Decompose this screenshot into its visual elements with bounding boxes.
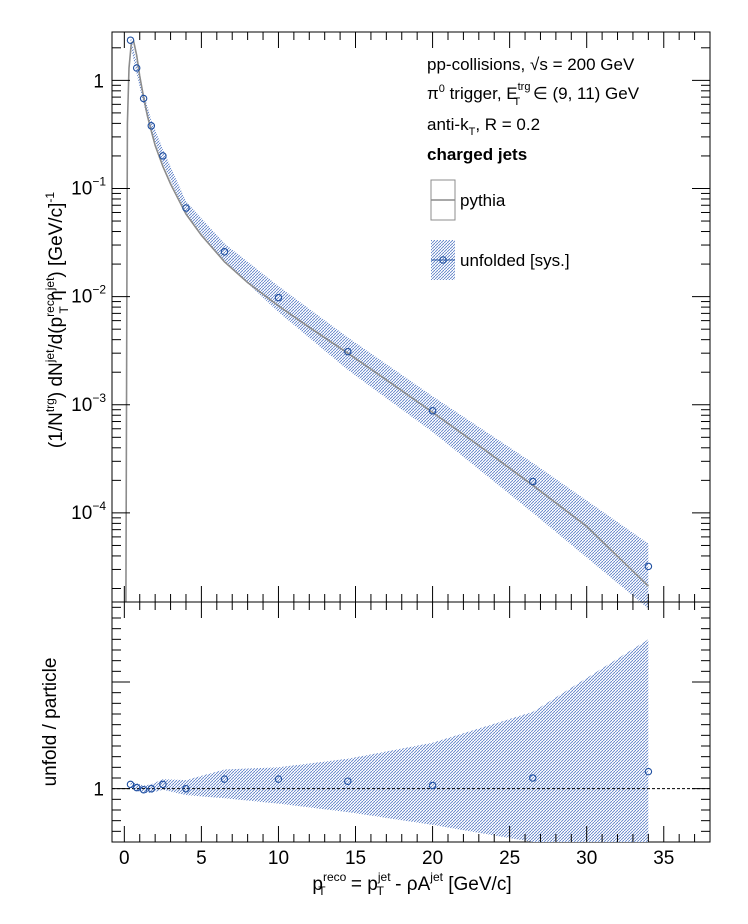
- y-tick-label: 10−4: [71, 499, 106, 524]
- annotation-line4: charged jets: [427, 145, 527, 164]
- x-tick-label: 35: [653, 848, 674, 869]
- annotation-line3: anti-kT, R = 0.2: [427, 115, 540, 138]
- x-tick-label: 20: [422, 848, 443, 869]
- unfolded-sys-band: [130, 35, 649, 609]
- unfolded-point: [139, 94, 148, 103]
- unfolded-point: [344, 347, 352, 356]
- top-y-tick-labels: 1 10−1 10−2 10−3 10−4: [71, 71, 106, 524]
- legend-unfolded-label: unfolded [sys.]: [460, 251, 570, 270]
- x-axis-label: preco T = pjet T - ρAjet [GeV/c]: [312, 870, 511, 898]
- x-tick-label: 10: [268, 848, 289, 869]
- bottom-panel: 0 5 10 15 20 25 30 35 1 unfold / particle preco…: [40, 601, 711, 898]
- ratio-point: [274, 775, 283, 783]
- ratio-point: [182, 784, 190, 793]
- unfolded-point: [529, 477, 537, 486]
- unfolded-point: [147, 122, 156, 130]
- bottom-points: [126, 767, 653, 794]
- unfolded-point: [159, 152, 167, 160]
- ratio-point: [428, 781, 437, 790]
- unfolded-point: [220, 248, 229, 256]
- bottom-y-tick-labels: 1: [93, 780, 104, 801]
- y-axis-label-bottom: unfold / particle: [40, 658, 61, 787]
- ratio-point: [344, 777, 352, 785]
- bottom-sys-band: [130, 639, 649, 842]
- y-tick-label: 10−1: [71, 174, 106, 199]
- annotation-line1: pp-collisions, √s = 200 GeV: [427, 55, 635, 74]
- legend-pythia-label: pythia: [460, 191, 506, 210]
- top-sys-band: [130, 35, 649, 609]
- x-tick-labels: 0 5 10 15 20 25 30 35: [119, 848, 674, 869]
- ratio-point: [132, 783, 141, 792]
- top-panel: 1 10−1 10−2 10−3 10−4 (1/Ntrg) dNjet/d(preco…: [43, 31, 711, 609]
- ratio-sys-band: [130, 639, 649, 842]
- x-tick-label: 30: [576, 848, 597, 869]
- top-points: [126, 36, 653, 571]
- unfolded-point: [274, 293, 283, 302]
- x-tick-label: 0: [119, 848, 130, 869]
- ratio-point: [644, 767, 653, 776]
- legend-unfolded-marker: [439, 256, 447, 264]
- ratio-point: [147, 784, 156, 793]
- y-tick-label: 1: [93, 71, 104, 92]
- y-tick-label: 10−2: [71, 283, 106, 308]
- bottom-ticks: [112, 602, 710, 843]
- unfolded-point: [126, 36, 135, 44]
- top-frame: [111, 31, 711, 603]
- pythia-line: [125, 39, 649, 603]
- unfolded-point: [428, 407, 437, 415]
- x-tick-label: 25: [499, 848, 520, 869]
- top-series-lines: [125, 39, 649, 603]
- bottom-frame: [111, 601, 711, 843]
- annotation-block: pp-collisions, √s = 200 GeV π0 trigger, …: [427, 55, 640, 164]
- ratio-point: [139, 785, 148, 794]
- unfolded-point: [644, 562, 653, 571]
- legend: pythia unfolded [sys.]: [430, 179, 570, 280]
- ratio-point: [159, 780, 167, 789]
- unfolded-point: [182, 204, 190, 212]
- y-tick-label: 10−3: [71, 391, 106, 416]
- x-tick-label: 5: [196, 848, 207, 869]
- x-tick-label: 15: [345, 848, 366, 869]
- top-ticks: [112, 32, 710, 602]
- annotation-line2: π0 trigger, Etrg T ∈ (9, 11) GeV: [427, 81, 640, 108]
- ratio-point: [529, 774, 537, 782]
- y-tick-label: 1: [93, 780, 104, 801]
- ratio-point: [220, 775, 229, 783]
- ratio-point: [126, 780, 135, 789]
- y-axis-label-top: (1/Ntrg) dNjet/d(precoT ηjet) [GeV/c]-1: [43, 192, 71, 448]
- unfolded-point: [132, 64, 141, 72]
